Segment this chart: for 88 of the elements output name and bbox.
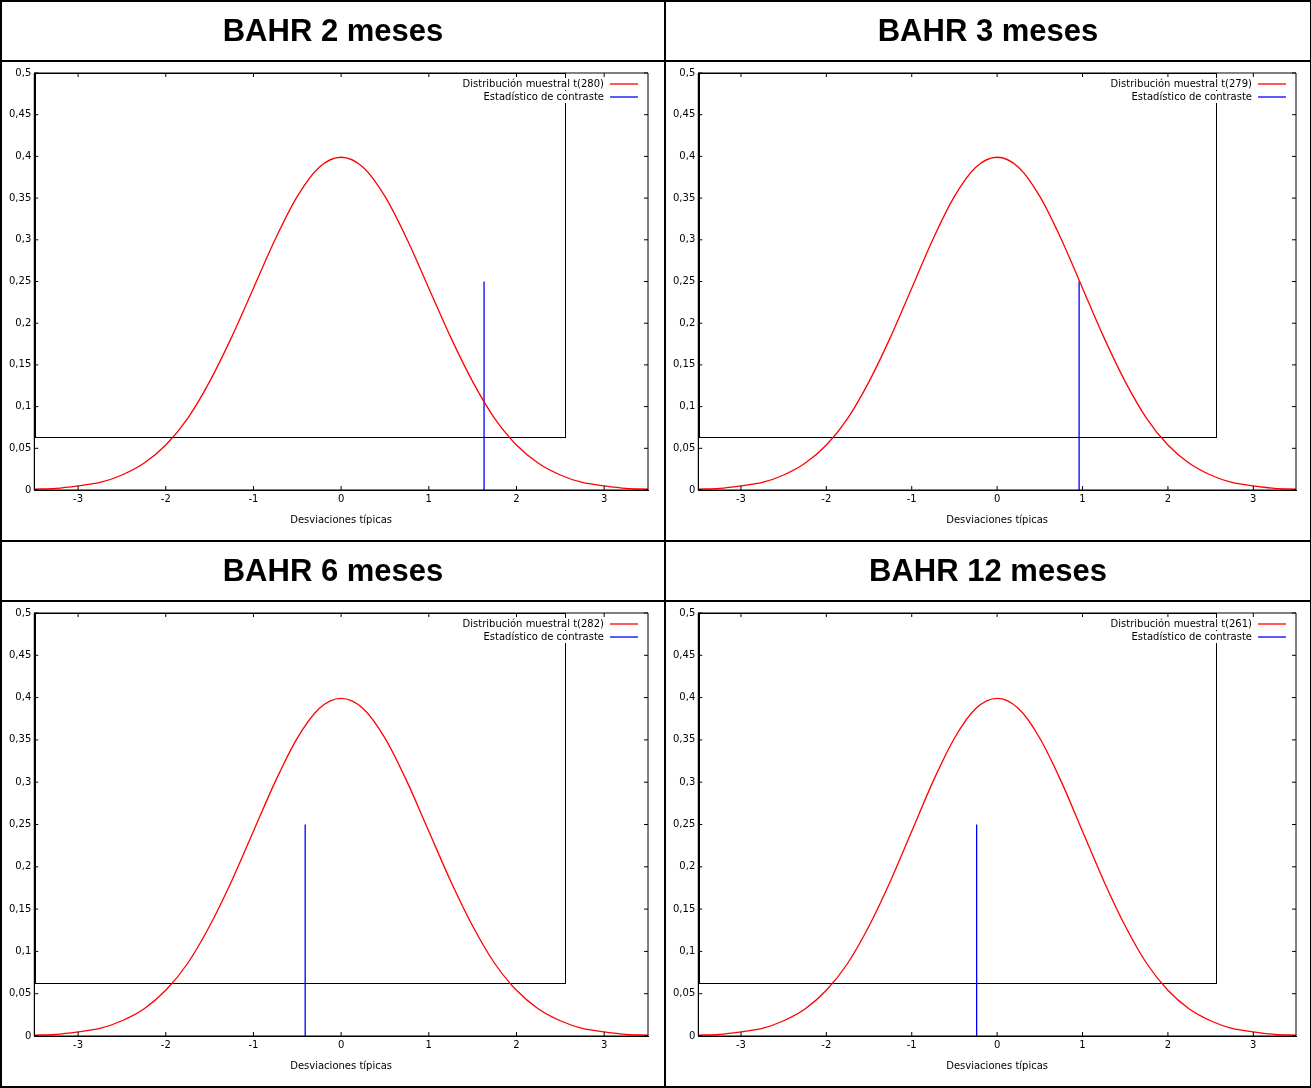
x-tick-label: 0 xyxy=(993,492,1001,504)
x-axis-title: Desviaciones típicas xyxy=(946,513,1049,525)
x-axis-title: Desviaciones típicas xyxy=(946,1059,1049,1071)
x-tick-label: 1 xyxy=(425,492,432,504)
y-tick-label: 0 xyxy=(24,483,32,495)
y-tick-label: 0,45 xyxy=(673,108,696,120)
y-tick-label: 0,4 xyxy=(15,691,32,703)
x-tick-label: 3 xyxy=(1250,1038,1257,1050)
x-tick-label: 1 xyxy=(1079,492,1086,504)
x-tick-label: -3 xyxy=(735,492,746,504)
legend-label: Estadístico de contraste xyxy=(483,90,604,102)
y-tick-label: 0 xyxy=(688,483,696,495)
y-tick-label: 0,3 xyxy=(15,775,32,787)
x-tick-label: 0 xyxy=(993,1038,1001,1050)
x-tick-label: -2 xyxy=(821,1038,832,1050)
y-tick-label: 0,2 xyxy=(15,316,32,328)
x-tick-label: -3 xyxy=(73,1038,84,1050)
y-tick-label: 0,25 xyxy=(673,818,696,830)
x-tick-label: 3 xyxy=(1250,492,1257,504)
x-axis-title: Desviaciones típicas xyxy=(290,1059,393,1071)
x-tick-label: 1 xyxy=(425,1038,432,1050)
y-tick-label: 0,05 xyxy=(9,441,32,453)
y-tick-label: 0,5 xyxy=(15,66,32,78)
x-tick-label: -1 xyxy=(248,1038,259,1050)
y-tick-label: 0,35 xyxy=(673,733,696,745)
chart-title: BAHR 2 meses xyxy=(2,2,664,62)
y-tick-label: 0,2 xyxy=(15,860,32,872)
x-tick-label: 3 xyxy=(600,1038,608,1050)
y-tick-label: 0 xyxy=(688,1029,696,1041)
y-tick-label: 0,4 xyxy=(15,149,32,161)
x-tick-label: 3 xyxy=(600,492,608,504)
y-tick-label: 0,25 xyxy=(673,275,696,287)
y-tick-label: 0,25 xyxy=(9,818,32,830)
x-tick-label: -1 xyxy=(248,492,259,504)
x-tick-label: 0 xyxy=(337,492,345,504)
y-tick-label: 0,35 xyxy=(9,733,32,745)
y-tick-label: 0,1 xyxy=(15,400,32,412)
y-tick-label: 0,35 xyxy=(9,191,32,203)
x-tick-label: 2 xyxy=(1164,492,1172,504)
y-tick-label: 0,5 xyxy=(15,606,32,618)
y-tick-label: 0,4 xyxy=(679,691,696,703)
x-tick-label: -3 xyxy=(735,1038,746,1050)
y-tick-label: 0,05 xyxy=(9,987,32,999)
legend-label: Estadístico de contraste xyxy=(1131,630,1252,642)
legend-label: Distribución muestral t(279) xyxy=(1110,77,1253,89)
y-tick-label: 0,45 xyxy=(9,648,32,660)
x-tick-label: 0 xyxy=(337,1038,345,1050)
x-tick-label: 2 xyxy=(513,1038,520,1050)
y-tick-label: 0 xyxy=(24,1029,32,1041)
y-tick-label: 0,15 xyxy=(9,902,32,914)
y-tick-label: 0,05 xyxy=(673,987,696,999)
chart-title: BAHR 12 meses xyxy=(666,542,1310,602)
x-tick-label: 2 xyxy=(1164,1038,1172,1050)
y-tick-label: 0,3 xyxy=(679,775,696,787)
legend-label: Estadístico de contraste xyxy=(483,630,604,642)
legend-label: Distribución muestral t(282) xyxy=(462,617,605,629)
x-tick-label: 2 xyxy=(513,492,520,504)
y-tick-label: 0,35 xyxy=(673,191,696,203)
y-tick-label: 0,45 xyxy=(9,108,32,120)
chart-title: BAHR 3 meses xyxy=(666,2,1310,62)
y-tick-label: 0,2 xyxy=(679,860,696,872)
x-tick-label: -3 xyxy=(73,492,84,504)
chart-title: BAHR 6 meses xyxy=(2,542,664,602)
x-tick-label: -2 xyxy=(821,492,832,504)
x-tick-label: 1 xyxy=(1079,1038,1086,1050)
x-tick-label: -1 xyxy=(906,492,917,504)
x-axis-title: Desviaciones típicas xyxy=(290,513,393,525)
legend-label: Distribución muestral t(280) xyxy=(462,77,605,89)
y-tick-label: 0,2 xyxy=(679,316,696,328)
x-tick-label: -2 xyxy=(160,1038,171,1050)
y-tick-label: 0,45 xyxy=(673,648,696,660)
legend-label: Distribución muestral t(261) xyxy=(1110,617,1253,629)
y-tick-label: 0,1 xyxy=(679,944,696,956)
y-tick-label: 0,1 xyxy=(15,944,32,956)
y-tick-label: 0,5 xyxy=(679,66,696,78)
y-tick-label: 0,15 xyxy=(9,358,32,370)
y-tick-label: 0,05 xyxy=(673,441,696,453)
x-tick-label: -2 xyxy=(160,492,171,504)
y-tick-label: 0,4 xyxy=(679,149,696,161)
y-tick-label: 0,15 xyxy=(673,358,696,370)
y-tick-label: 0,25 xyxy=(9,275,32,287)
y-tick-label: 0,15 xyxy=(673,902,696,914)
y-tick-label: 0,3 xyxy=(15,233,32,245)
y-tick-label: 0,1 xyxy=(679,400,696,412)
x-tick-label: -1 xyxy=(906,1038,917,1050)
legend-label: Estadístico de contraste xyxy=(1131,90,1252,102)
y-tick-label: 0,5 xyxy=(679,606,696,618)
y-tick-label: 0,3 xyxy=(679,233,696,245)
